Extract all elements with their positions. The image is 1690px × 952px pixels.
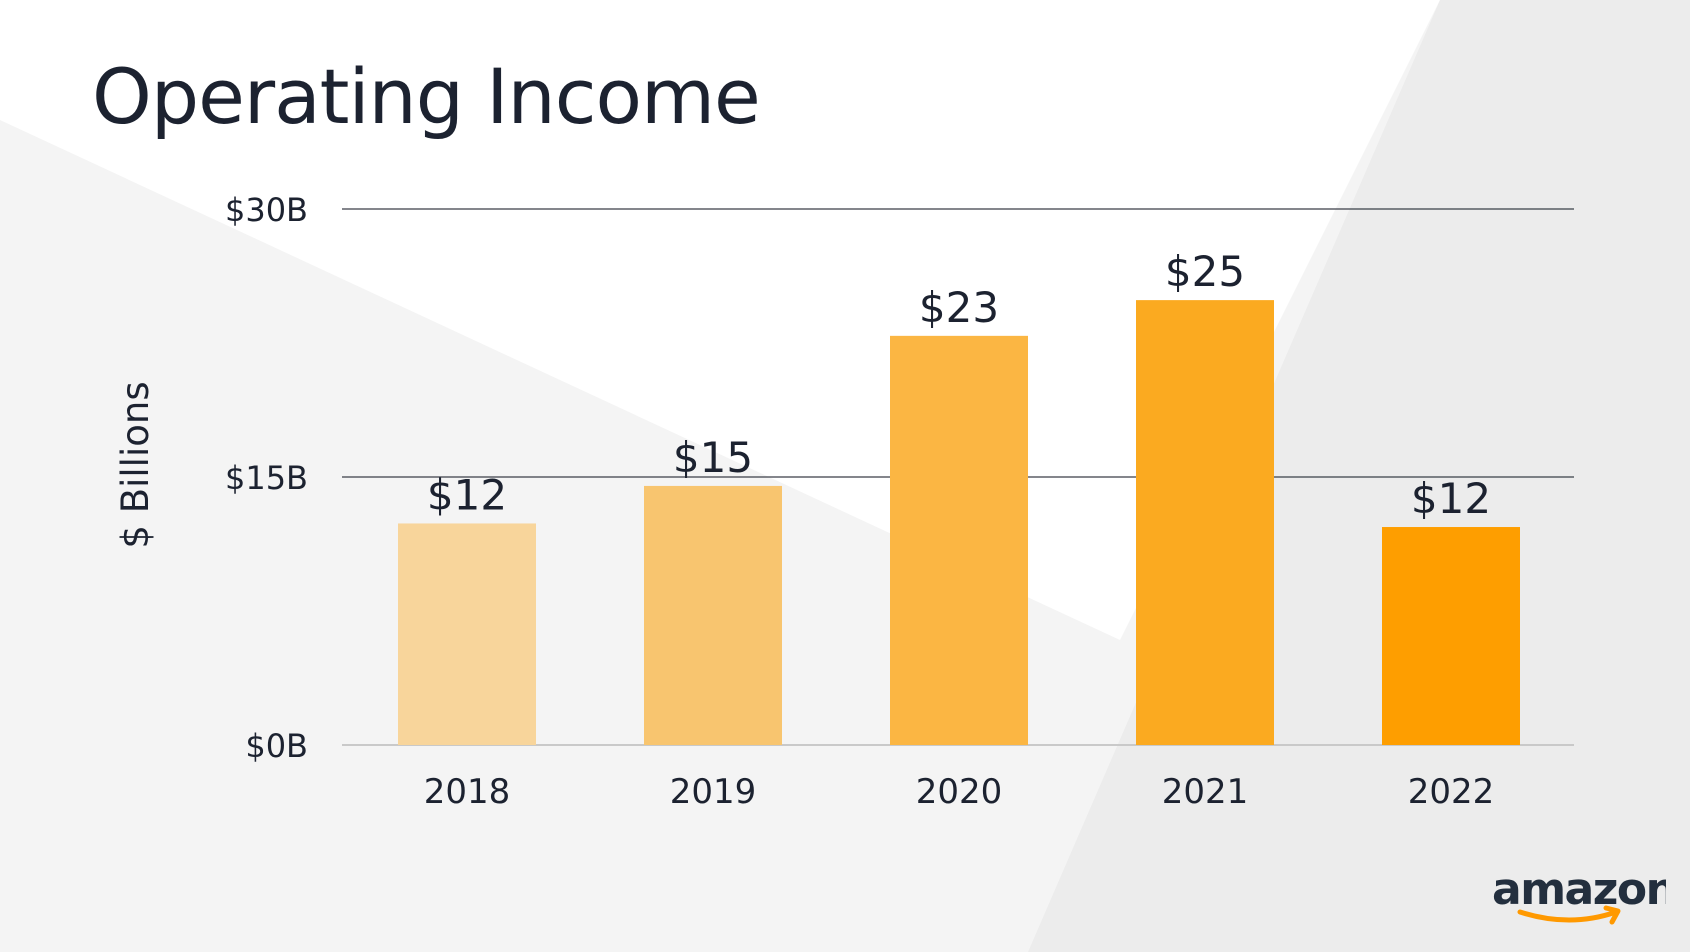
y-tick-label: $30B bbox=[225, 191, 308, 229]
x-tick-label: 2021 bbox=[1162, 772, 1249, 812]
logo-arrow-head bbox=[1603, 905, 1621, 925]
x-tick-label: 2020 bbox=[916, 772, 1003, 812]
data-label: $15 bbox=[673, 433, 753, 482]
page-title: Operating Income bbox=[92, 52, 761, 141]
bar-2022 bbox=[1382, 527, 1520, 745]
data-label: $12 bbox=[1411, 474, 1491, 523]
logo-smile-arrow bbox=[1517, 909, 1619, 923]
bar-2019 bbox=[644, 485, 782, 745]
data-labels: $12 $15 $23 $25 $12 bbox=[427, 247, 1491, 523]
y-axis-label: $ Billions bbox=[114, 381, 157, 548]
logo-wordmark: amazon bbox=[1492, 868, 1666, 915]
amazon-logo: amazon bbox=[1492, 868, 1666, 925]
data-label: $12 bbox=[427, 470, 507, 519]
background-light-panel bbox=[0, 0, 1440, 640]
bar-2021 bbox=[1136, 300, 1274, 745]
x-tick-label: 2018 bbox=[424, 772, 511, 812]
y-tick-label: $0B bbox=[245, 727, 308, 765]
data-label: $23 bbox=[919, 283, 999, 332]
data-label: $25 bbox=[1165, 247, 1245, 296]
axis-labels: $0B $15B $30B $ Billions 2018 2019 2020 2021 202… bbox=[114, 191, 1494, 812]
y-tick-label: $15B bbox=[225, 459, 308, 497]
x-tick-label: 2019 bbox=[670, 772, 757, 812]
bar-2020 bbox=[890, 335, 1028, 745]
bars bbox=[398, 300, 1520, 745]
bar-2018 bbox=[398, 523, 536, 745]
x-tick-label: 2022 bbox=[1408, 772, 1495, 812]
